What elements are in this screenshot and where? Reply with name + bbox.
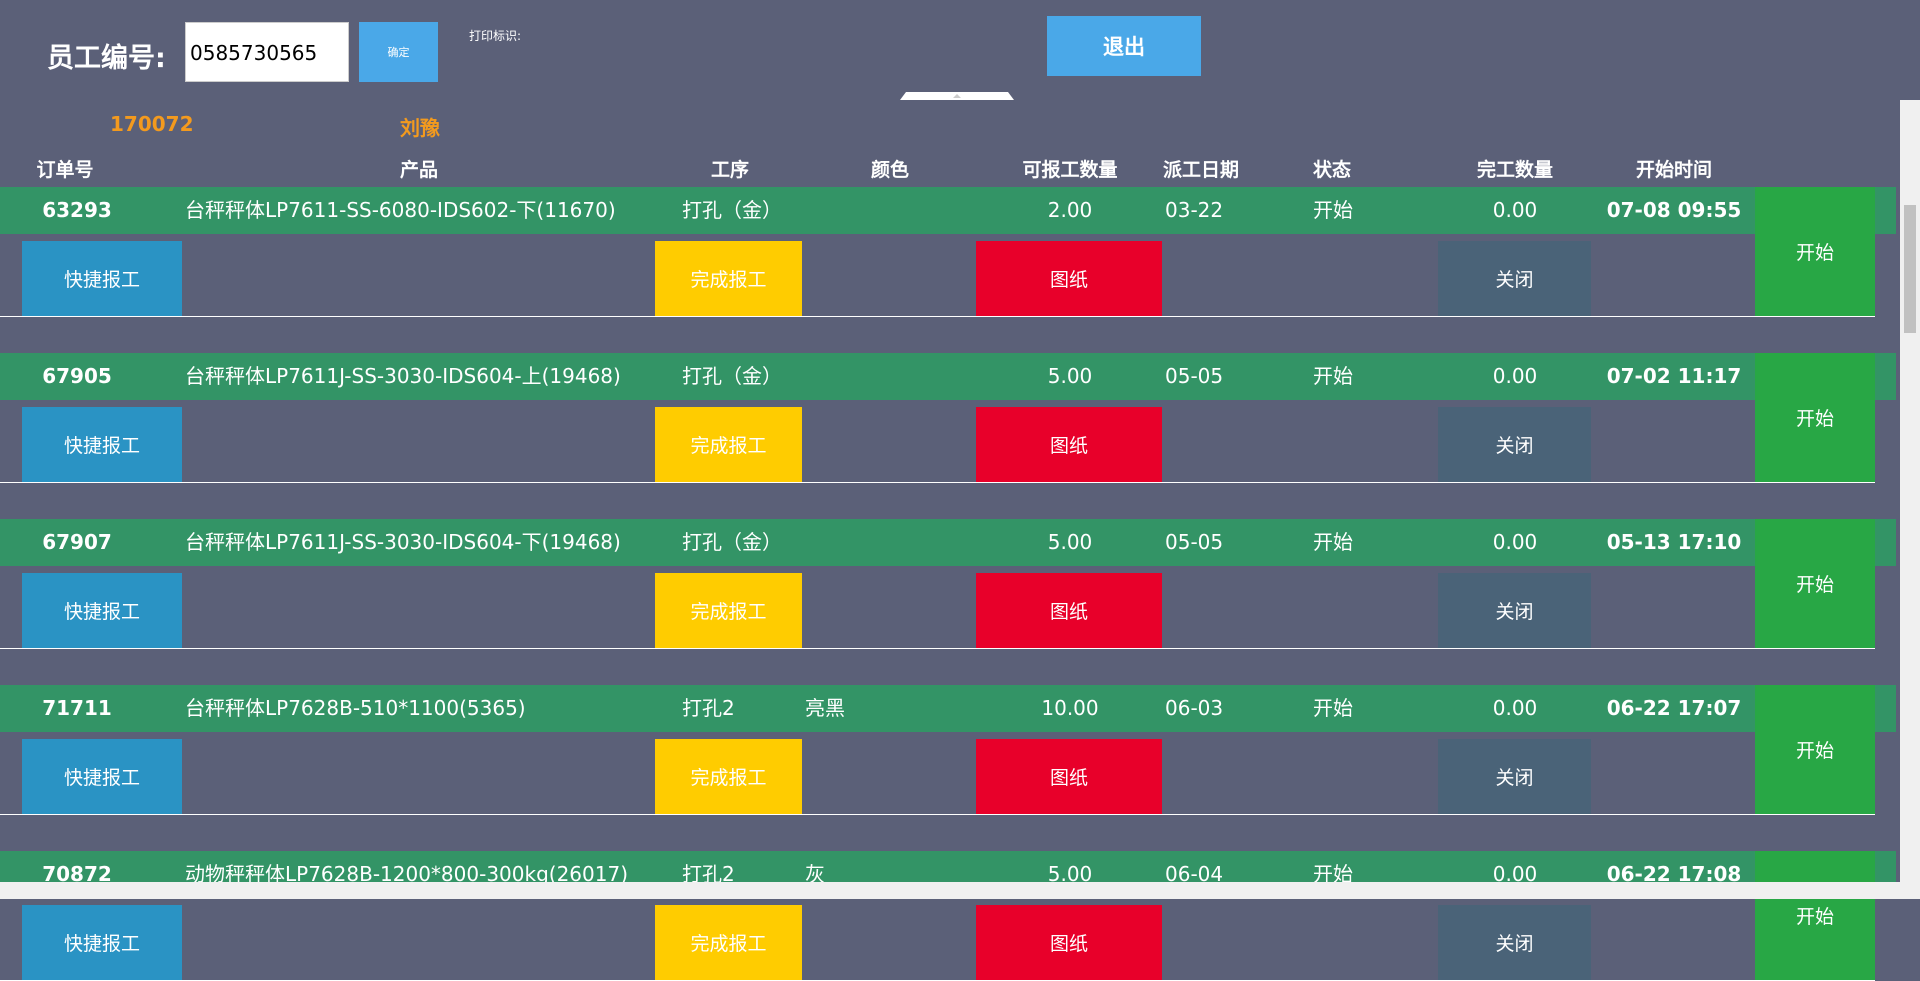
column-header: 派工日期 (1162, 159, 1240, 181)
print-label: 打印标识: (469, 29, 522, 43)
status: 开始 (1313, 198, 1353, 222)
product: 台秤秤体LP7611-SS-6080-IDS602-下(11670) (185, 198, 616, 222)
quick-report-button[interactable]: 快捷报工 (22, 905, 182, 980)
start-button[interactable]: 开始 (1755, 519, 1875, 648)
drawing-button[interactable]: 图纸 (976, 573, 1162, 648)
row-separator (0, 482, 1875, 483)
employee-label: 员工编号: (47, 43, 166, 74)
process: 打孔（金） (682, 198, 782, 222)
row-band (0, 519, 1896, 566)
collapse-handle[interactable] (900, 92, 1014, 101)
close-button[interactable]: 关闭 (1438, 573, 1591, 648)
complete-report-button[interactable]: 完成报工 (655, 241, 802, 316)
drawing-button[interactable]: 图纸 (976, 241, 1162, 316)
vertical-scrollbar[interactable] (1900, 100, 1920, 882)
close-button[interactable]: 关闭 (1438, 739, 1591, 814)
reportable-qty: 10.00 (1041, 696, 1099, 720)
close-button[interactable]: 关闭 (1438, 407, 1591, 482)
start-button[interactable]: 开始 (1755, 685, 1875, 814)
column-header: 工序 (710, 159, 750, 181)
horizontal-scrollbar[interactable] (0, 882, 1920, 899)
start-time: 07-08 09:55 (1606, 198, 1742, 222)
complete-report-button[interactable]: 完成报工 (655, 407, 802, 482)
start-time: 07-02 11:17 (1606, 364, 1742, 388)
complete-report-button[interactable]: 完成报工 (655, 573, 802, 648)
row-band (0, 187, 1896, 234)
start-time: 06-22 17:07 (1606, 696, 1742, 720)
employee-input[interactable]: 0585730565 (185, 22, 349, 82)
drawing-button[interactable]: 图纸 (976, 739, 1162, 814)
status: 开始 (1313, 364, 1353, 388)
complete-report-button[interactable]: 完成报工 (655, 739, 802, 814)
reportable-qty: 5.00 (1047, 530, 1093, 554)
dispatch-date: 03-22 (1165, 198, 1224, 222)
column-header: 完工数量 (1476, 159, 1554, 181)
column-header: 开始时间 (1635, 159, 1713, 181)
reportable-qty: 5.00 (1047, 364, 1093, 388)
drawing-button[interactable]: 图纸 (976, 905, 1162, 980)
column-header: 颜色 (870, 159, 910, 181)
quick-report-button[interactable]: 快捷报工 (22, 241, 182, 316)
done-qty: 0.00 (1492, 530, 1538, 554)
start-button[interactable]: 开始 (1755, 353, 1875, 482)
column-header: 可报工数量 (1022, 159, 1118, 181)
dispatch-date: 05-05 (1165, 364, 1224, 388)
confirm-button[interactable]: 确定 (359, 22, 438, 82)
reportable-qty: 2.00 (1047, 198, 1093, 222)
complete-report-button[interactable]: 完成报工 (655, 905, 802, 980)
column-header: 订单号 (36, 159, 94, 181)
column-header: 产品 (399, 159, 439, 181)
quick-report-button[interactable]: 快捷报工 (22, 573, 182, 648)
employee-name: 刘豫 (400, 116, 440, 140)
status: 开始 (1313, 696, 1353, 720)
order-no: 63293 (42, 198, 112, 222)
color: 灰 (805, 862, 825, 886)
column-header: 状态 (1312, 159, 1352, 181)
product: 台秤秤体LP7611J-SS-3030-IDS604-下(19468) (185, 530, 621, 554)
close-button[interactable]: 关闭 (1438, 241, 1591, 316)
done-qty: 0.00 (1492, 364, 1538, 388)
done-qty: 0.00 (1492, 198, 1538, 222)
color: 亮黑 (805, 696, 845, 720)
employee-id: 170072 (110, 112, 194, 136)
row-separator (0, 316, 1875, 317)
dispatch-date: 06-03 (1165, 696, 1224, 720)
quick-report-button[interactable]: 快捷报工 (22, 739, 182, 814)
quick-report-button[interactable]: 快捷报工 (22, 407, 182, 482)
start-button[interactable]: 开始 (1755, 187, 1875, 316)
page: 员工编号: 0585730565 确定 打印标识: 退出 170072 刘豫 订… (0, 16, 1920, 981)
scroll-thumb[interactable] (1904, 205, 1916, 333)
order-no: 67907 (42, 530, 112, 554)
row-separator (0, 814, 1875, 815)
drawing-button[interactable]: 图纸 (976, 407, 1162, 482)
order-no: 71711 (42, 696, 112, 720)
done-qty: 0.00 (1492, 696, 1538, 720)
dispatch-date: 05-05 (1165, 530, 1224, 554)
row-band (0, 685, 1896, 732)
status: 开始 (1313, 530, 1353, 554)
row-separator (0, 648, 1875, 649)
exit-button[interactable]: 退出 (1047, 16, 1201, 76)
product: 台秤秤体LP7611J-SS-3030-IDS604-上(19468) (185, 364, 621, 388)
start-time: 05-13 17:10 (1606, 530, 1742, 554)
row-band (0, 353, 1896, 400)
process: 打孔（金） (682, 530, 782, 554)
process: 打孔2 (682, 696, 735, 720)
close-button[interactable]: 关闭 (1438, 905, 1591, 980)
process: 打孔（金） (682, 364, 782, 388)
order-no: 67905 (42, 364, 112, 388)
start-button[interactable]: 开始 (1755, 851, 1875, 980)
product: 台秤秤体LP7628B-510*1100(5365) (185, 696, 526, 720)
